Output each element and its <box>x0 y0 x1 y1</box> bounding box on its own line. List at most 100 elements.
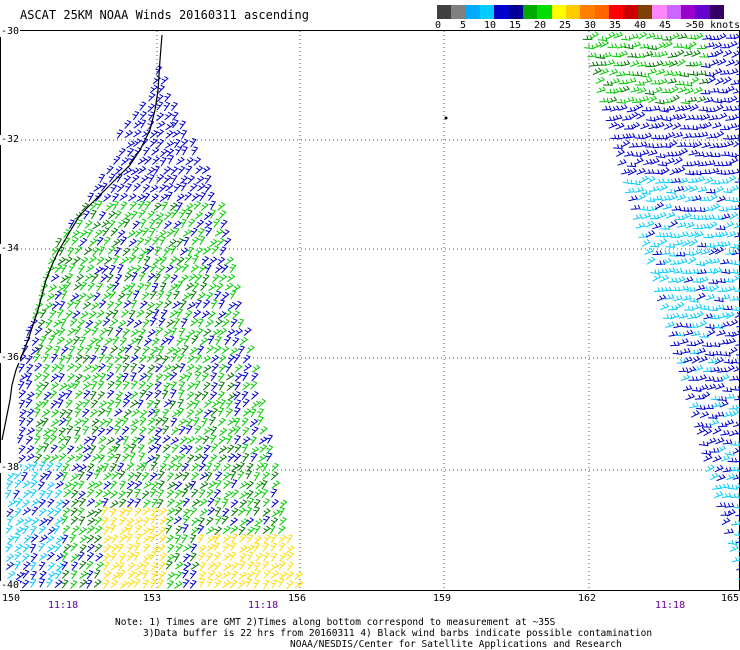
wind-barb <box>638 233 649 238</box>
wind-barb <box>655 260 666 265</box>
wind-barb <box>721 517 731 526</box>
wind-barb <box>710 257 721 264</box>
legend-swatch <box>709 5 724 19</box>
wind-barb <box>122 362 130 373</box>
wind-barb <box>111 471 120 480</box>
wind-barb <box>151 544 161 553</box>
wind-barb <box>255 552 264 562</box>
legend-label-5: 5 <box>460 20 467 31</box>
wind-barb <box>165 560 173 570</box>
wind-barb <box>162 434 171 444</box>
wind-barb <box>668 305 678 311</box>
wind-barb <box>194 425 202 435</box>
wind-barb <box>174 506 183 516</box>
wind-barb <box>18 445 26 455</box>
wind-barb <box>180 175 189 184</box>
wind-barb <box>21 499 31 508</box>
wind-barb <box>707 76 717 84</box>
wind-barb <box>75 400 84 410</box>
wind-barb <box>109 524 117 534</box>
wind-barb <box>126 140 136 149</box>
wind-barb <box>707 51 718 58</box>
wind-barb <box>213 579 222 589</box>
wind-barb <box>707 437 717 445</box>
wind-barb <box>191 462 200 472</box>
wind-barb <box>155 300 164 310</box>
wind-barb <box>65 354 73 364</box>
wind-barb <box>699 52 709 58</box>
wind-barb <box>716 195 727 203</box>
wind-barb <box>74 363 83 372</box>
wind-barb <box>198 498 208 507</box>
wind-barb <box>149 579 157 589</box>
wind-barb <box>150 346 159 356</box>
wind-barb <box>630 86 640 93</box>
wind-barb <box>150 507 159 516</box>
wind-barb <box>658 78 668 86</box>
wind-barb <box>110 462 118 473</box>
wind-barb <box>191 146 199 156</box>
wind-barb <box>245 506 253 517</box>
wind-barb <box>198 552 206 562</box>
wind-barb <box>179 209 187 219</box>
wind-barb <box>261 560 270 570</box>
wind-barb <box>142 264 150 274</box>
wind-barb <box>233 391 241 401</box>
wind-barb <box>700 248 711 255</box>
wind-barb <box>88 238 98 247</box>
wind-barb <box>141 471 150 481</box>
wind-barb <box>25 380 33 390</box>
wind-barb <box>70 293 80 302</box>
wind-barb <box>613 144 623 150</box>
wind-barb <box>670 94 680 103</box>
wind-barb <box>705 323 715 330</box>
wind-barb <box>70 507 79 517</box>
wind-barb <box>705 242 716 248</box>
wind-barb <box>85 264 95 273</box>
wind-barb <box>86 570 94 580</box>
wind-barb <box>58 452 67 462</box>
wind-barb <box>169 283 178 292</box>
wind-barb <box>177 353 185 363</box>
wind-barb <box>213 561 222 571</box>
wind-barb <box>189 507 198 517</box>
wind-barb <box>58 246 65 256</box>
wind-barb <box>644 169 655 174</box>
wind-barb <box>731 105 740 112</box>
wind-barb <box>718 112 728 120</box>
wind-barb <box>672 43 683 48</box>
wind-barb <box>731 306 740 312</box>
wind-barb <box>82 374 92 383</box>
wind-barb <box>18 426 27 436</box>
wind-barb <box>677 33 688 40</box>
wind-barb <box>720 125 730 131</box>
wind-barb <box>214 526 223 536</box>
wind-barb <box>165 264 174 273</box>
wind-barb <box>682 184 693 193</box>
wind-barb <box>39 472 48 482</box>
wind-barb <box>192 309 202 319</box>
wind-barb <box>706 383 717 391</box>
wind-barb <box>156 173 165 183</box>
wind-barb <box>60 346 69 355</box>
wind-barb <box>703 313 714 320</box>
wind-barb <box>170 166 179 176</box>
wind-barb <box>146 353 155 363</box>
wind-barb <box>678 312 689 319</box>
wind-barb <box>153 408 161 418</box>
wind-barb <box>96 310 105 319</box>
wind-barb <box>688 376 699 381</box>
wind-barb <box>93 579 102 588</box>
wind-barb <box>134 471 142 482</box>
wind-barb <box>115 435 124 444</box>
wind-barb <box>616 98 626 104</box>
wind-barb <box>697 242 707 248</box>
wind-barb <box>214 571 223 581</box>
wind-barb <box>93 480 103 489</box>
wind-barb <box>102 462 109 473</box>
wind-barb <box>26 427 36 436</box>
wind-barb <box>194 371 202 381</box>
wind-barb <box>152 75 162 85</box>
wind-barb <box>103 236 111 246</box>
wind-barb <box>637 193 647 201</box>
